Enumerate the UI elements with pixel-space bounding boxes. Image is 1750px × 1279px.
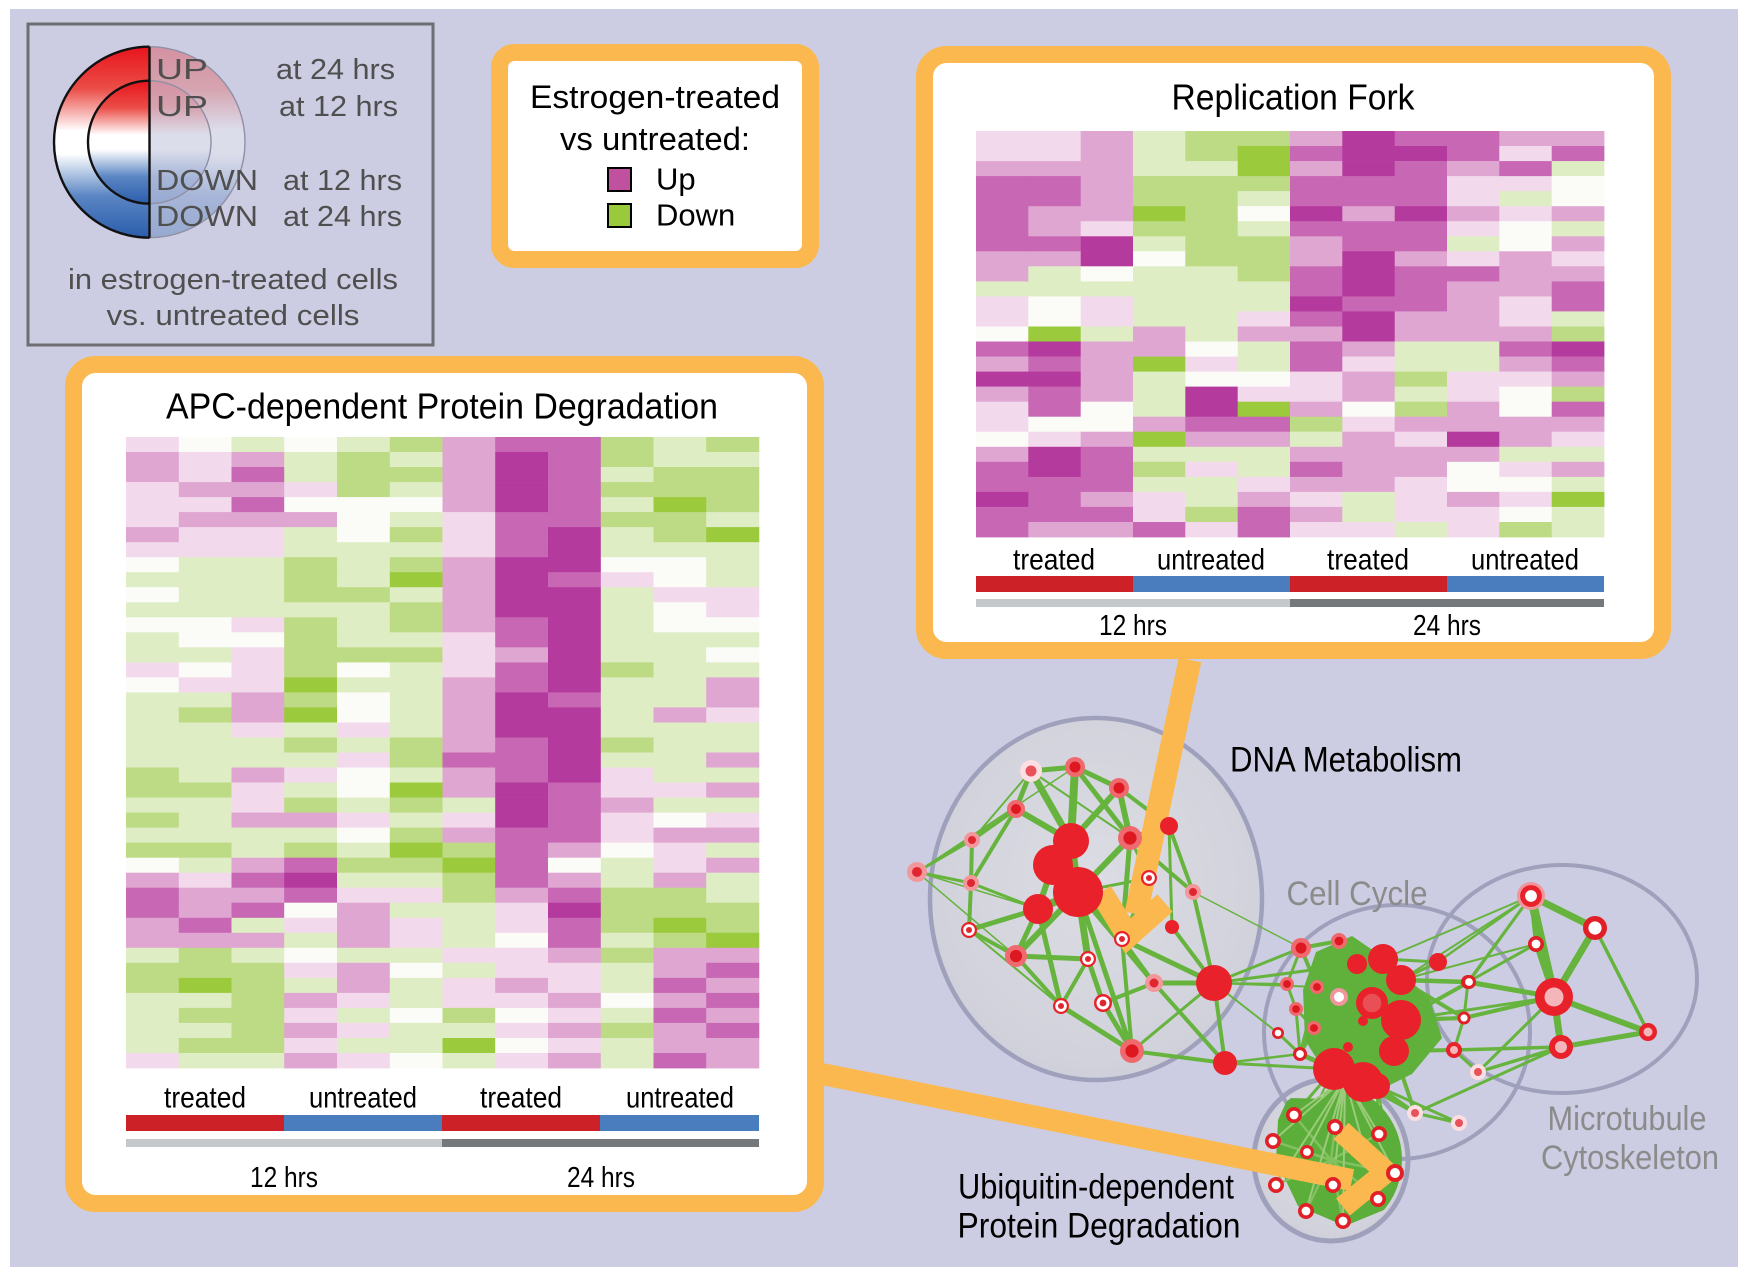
svg-text:DOWN: DOWN xyxy=(156,165,258,197)
svg-text:APC-dependent Protein Degradat: APC-dependent Protein Degradation xyxy=(166,386,718,427)
svg-text:untreated: untreated xyxy=(626,1082,734,1115)
svg-text:Up: Up xyxy=(656,162,696,197)
svg-text:Ubiquitin-dependent: Ubiquitin-dependent xyxy=(958,1168,1234,1207)
svg-text:vs. untreated cells: vs. untreated cells xyxy=(107,300,360,332)
svg-text:treated: treated xyxy=(1013,544,1095,577)
svg-text:Cytoskeleton: Cytoskeleton xyxy=(1541,1139,1719,1177)
svg-text:24 hrs: 24 hrs xyxy=(1413,610,1481,642)
svg-text:vs untreated:: vs untreated: xyxy=(560,121,750,157)
svg-text:Estrogen-treated: Estrogen-treated xyxy=(530,79,780,115)
svg-text:untreated: untreated xyxy=(309,1082,417,1115)
svg-text:UP: UP xyxy=(156,91,208,123)
svg-text:Microtubule: Microtubule xyxy=(1548,1100,1707,1138)
svg-text:treated: treated xyxy=(480,1082,562,1115)
svg-text:at 12 hrs: at 12 hrs xyxy=(279,91,398,123)
svg-text:untreated: untreated xyxy=(1157,544,1265,577)
svg-text:Down: Down xyxy=(656,198,735,233)
svg-text:at 12 hrs: at 12 hrs xyxy=(283,165,402,197)
svg-text:at 24 hrs: at 24 hrs xyxy=(283,201,402,233)
svg-text:DOWN: DOWN xyxy=(156,201,258,233)
svg-text:treated: treated xyxy=(1327,544,1409,577)
svg-text:untreated: untreated xyxy=(1471,544,1579,577)
svg-text:UP: UP xyxy=(156,54,208,86)
svg-text:Replication Fork: Replication Fork xyxy=(1172,77,1416,118)
svg-text:Cell Cycle: Cell Cycle xyxy=(1287,875,1428,913)
svg-text:DNA Metabolism: DNA Metabolism xyxy=(1230,741,1462,780)
svg-text:12 hrs: 12 hrs xyxy=(250,1162,318,1194)
svg-text:in estrogen-treated cells: in estrogen-treated cells xyxy=(68,264,398,296)
svg-text:Protein Degradation: Protein Degradation xyxy=(958,1207,1241,1246)
svg-text:24 hrs: 24 hrs xyxy=(567,1162,635,1194)
svg-text:12 hrs: 12 hrs xyxy=(1099,610,1167,642)
svg-text:treated: treated xyxy=(164,1082,246,1115)
svg-text:at 24 hrs: at 24 hrs xyxy=(276,54,395,86)
